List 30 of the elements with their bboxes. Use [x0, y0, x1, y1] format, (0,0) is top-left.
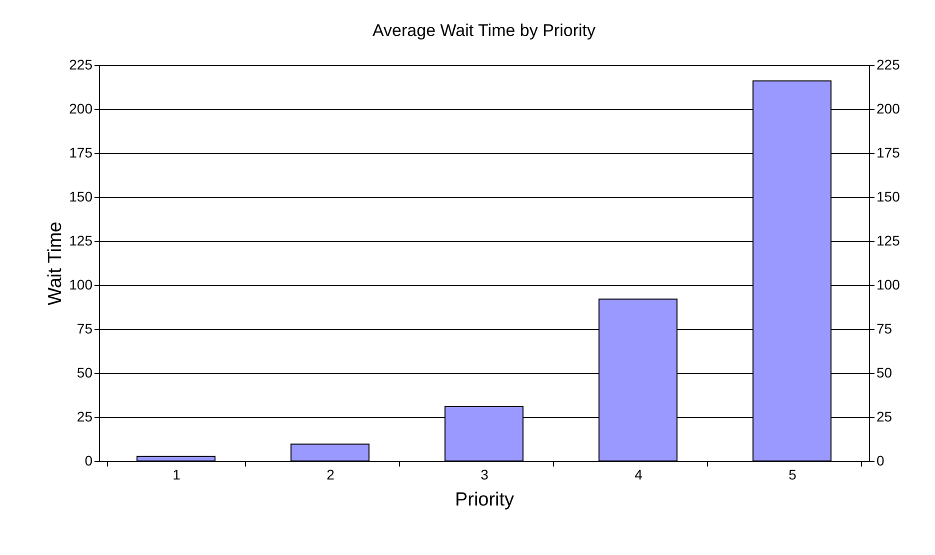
x-axis-title: Priority [454, 490, 515, 510]
y-tick-label: 50 [76, 364, 93, 380]
y-tick-label: 25 [76, 408, 93, 424]
y-tick-label: 0 [84, 452, 93, 468]
y-axis-title: Wait Time [45, 222, 66, 306]
x-tick-label: 5 [788, 466, 797, 482]
y2-tick-label: 50 [876, 364, 892, 380]
x-tick-label: 1 [172, 466, 181, 482]
y-tick-label: 175 [69, 144, 93, 160]
bar [136, 456, 216, 462]
x-tick-label: 4 [634, 466, 643, 482]
y2-tick-label: 0 [876, 452, 884, 468]
chart-title: Average Wait Time by Priority [372, 21, 596, 40]
y2-tick-label: 75 [876, 320, 892, 336]
x-tick-label: 2 [326, 466, 335, 482]
y-tick-label: 125 [69, 232, 93, 248]
y2-tick-label: 225 [876, 56, 900, 72]
y-tick-label: 150 [69, 188, 93, 204]
bar [290, 444, 370, 462]
y-tick-label: 200 [69, 100, 93, 116]
x-tick-label: 3 [480, 466, 489, 482]
y-tick-label: 225 [69, 56, 93, 72]
y2-tick-label: 100 [876, 276, 900, 292]
y-tick-label: 75 [76, 320, 93, 336]
y2-tick-label: 25 [876, 408, 892, 424]
y2-tick-label: 200 [876, 100, 900, 116]
y2-tick-label: 175 [876, 144, 900, 160]
y2-tick-label: 125 [876, 232, 900, 248]
y2-tick-label: 150 [876, 188, 900, 204]
y-tick-label: 100 [69, 276, 93, 292]
